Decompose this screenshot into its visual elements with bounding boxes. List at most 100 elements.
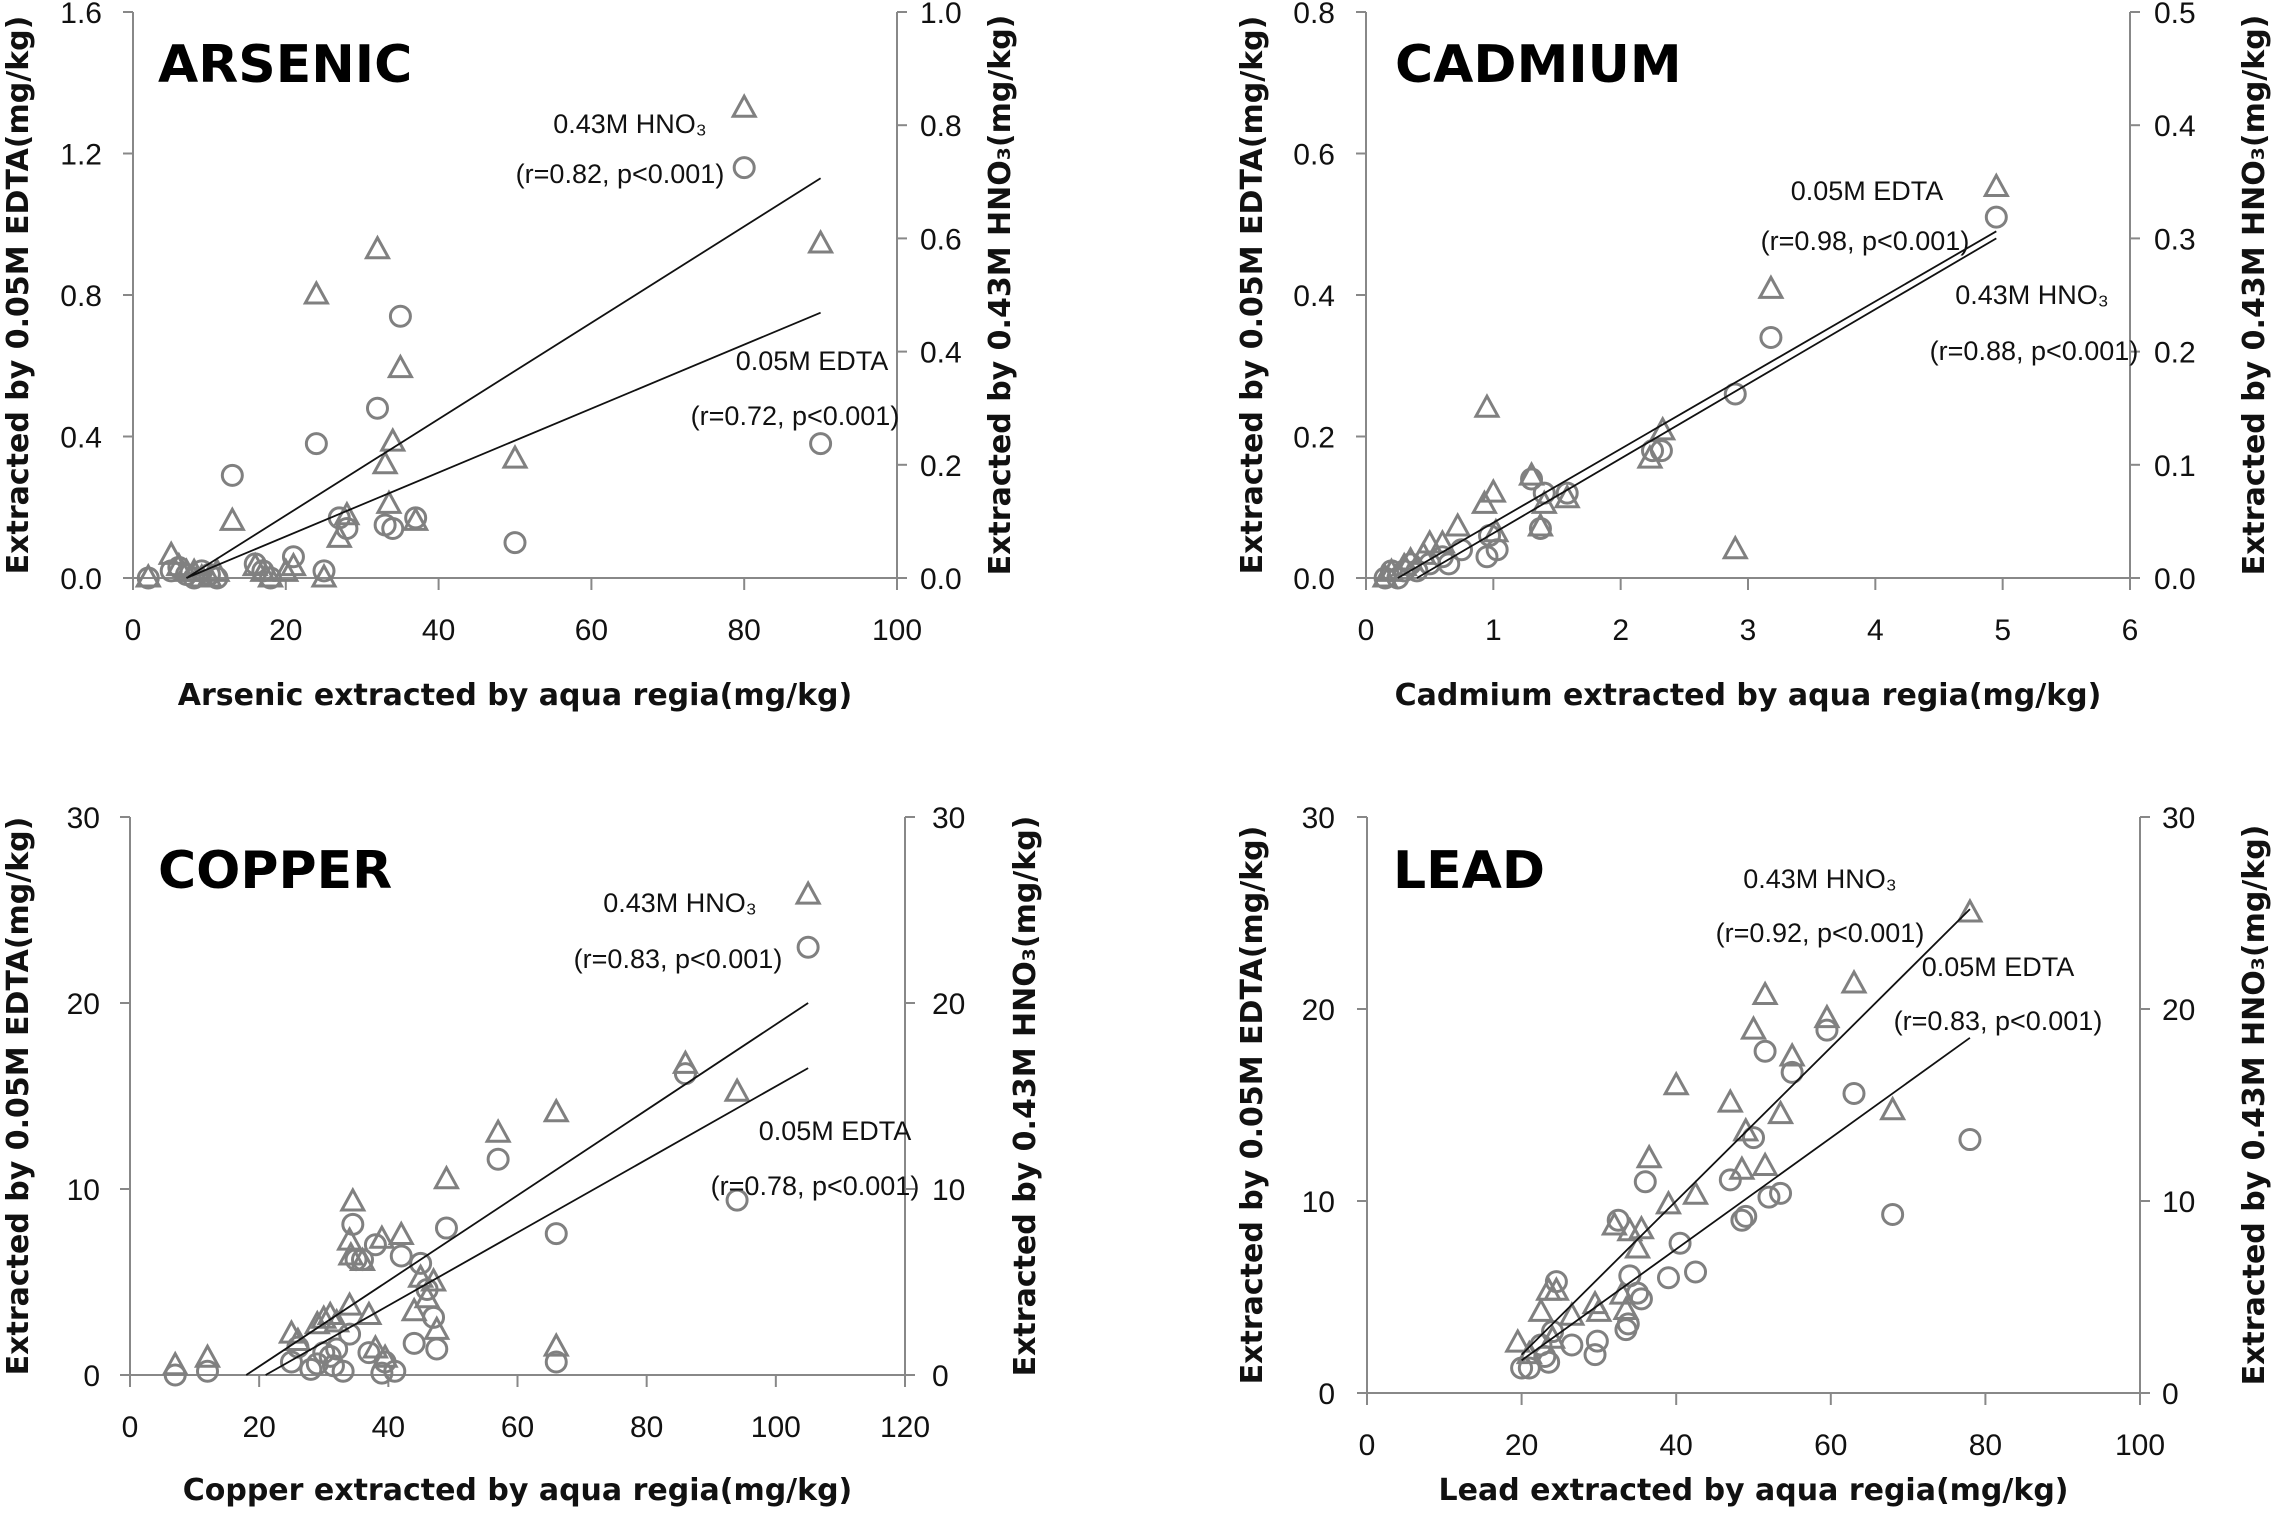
data-point-circle bbox=[544, 1350, 568, 1374]
data-point-triangle bbox=[1635, 1143, 1663, 1169]
data-point-circle bbox=[796, 935, 820, 959]
data-point-triangle bbox=[1527, 1297, 1555, 1322]
x-tick-label: 0 bbox=[1359, 1429, 1376, 1462]
y-tick-label-left: 30 bbox=[1302, 802, 1335, 835]
regression-line bbox=[265, 1067, 809, 1376]
x-tick-label: 0 bbox=[122, 1411, 139, 1444]
data-point-triangle bbox=[484, 1118, 512, 1143]
y-tick-label-left: 0.6 bbox=[1293, 139, 1335, 172]
data-point-triangle bbox=[407, 1263, 435, 1288]
data-point-circle bbox=[1633, 1170, 1657, 1194]
data-point-circle bbox=[503, 531, 527, 555]
data-point-triangle bbox=[323, 1307, 351, 1333]
data-point-triangle bbox=[423, 1315, 451, 1340]
data-point-triangle bbox=[1662, 1070, 1690, 1096]
panel-title: COPPER bbox=[158, 841, 392, 901]
data-point-triangle bbox=[1542, 1276, 1570, 1301]
data-point-triangle bbox=[1778, 1041, 1806, 1067]
y-tick-label-left: 0.8 bbox=[60, 280, 102, 313]
data-point-circle bbox=[1759, 325, 1783, 349]
x-tick-label: 60 bbox=[501, 1411, 534, 1444]
data-point-triangle bbox=[1716, 1087, 1744, 1113]
y-tick-label-right: 1.0 bbox=[920, 0, 962, 30]
data-point-triangle bbox=[134, 562, 162, 588]
x-tick-label: 2 bbox=[1612, 614, 1629, 647]
fit-statistic: (r=0.78, p<0.001) bbox=[711, 1171, 920, 1201]
data-point-circle bbox=[1656, 1266, 1680, 1290]
x-axis-title: Cadmium extracted by aqua regia(mg/kg) bbox=[1395, 678, 2102, 713]
data-point-circle bbox=[434, 1216, 458, 1240]
data-point-triangle bbox=[1813, 1003, 1841, 1029]
regression-line bbox=[245, 1002, 809, 1376]
y-tick-label-right: 0.1 bbox=[2154, 450, 2196, 483]
data-point-triangle bbox=[794, 880, 822, 905]
data-point-triangle bbox=[157, 540, 185, 565]
data-point-circle bbox=[1958, 1128, 1982, 1152]
data-point-circle bbox=[1757, 1185, 1781, 1209]
y-axis-title-right: Extracted by 0.43M HNO₃(mg/kg) bbox=[1008, 816, 1043, 1377]
data-point-circle bbox=[1881, 1202, 1905, 1226]
x-tick-label: 100 bbox=[872, 614, 922, 647]
data-point-triangle bbox=[1624, 1233, 1652, 1259]
data-point-circle bbox=[388, 304, 412, 328]
x-tick-label: 1 bbox=[1485, 614, 1502, 647]
data-point-triangle bbox=[1649, 415, 1677, 441]
panel-title: CADMIUM bbox=[1395, 35, 1682, 95]
y-tick-label-right: 0.3 bbox=[2154, 223, 2196, 256]
data-point-circle bbox=[365, 396, 389, 420]
data-point-triangle bbox=[203, 557, 231, 582]
y-tick-label-left: 0.4 bbox=[60, 422, 102, 455]
fit-label: 0.05M EDTA bbox=[759, 1116, 912, 1146]
data-point-triangle bbox=[1728, 1155, 1756, 1180]
data-point-triangle bbox=[1558, 1301, 1586, 1326]
data-point-circle bbox=[1723, 382, 1747, 406]
y-tick-label-left: 30 bbox=[67, 802, 100, 835]
data-point-circle bbox=[1585, 1329, 1609, 1353]
x-tick-label: 80 bbox=[1969, 1429, 2002, 1462]
fit-statistic: (r=0.83, p<0.001) bbox=[1894, 1006, 2103, 1036]
data-point-triangle bbox=[730, 93, 758, 118]
data-point-triangle bbox=[1479, 477, 1507, 503]
data-point-circle bbox=[809, 432, 833, 456]
data-point-circle bbox=[1753, 1039, 1777, 1063]
data-point-triangle bbox=[218, 506, 246, 531]
fit-label: 0.43M HNO₃ bbox=[553, 109, 707, 139]
data-point-circle bbox=[1616, 1312, 1640, 1336]
y-tick-label-right: 0.4 bbox=[2154, 110, 2196, 143]
data-point-circle bbox=[1583, 1343, 1607, 1367]
x-tick-label: 5 bbox=[1994, 614, 2011, 647]
x-tick-label: 3 bbox=[1740, 614, 1757, 647]
y-tick-label-right: 0.2 bbox=[2154, 337, 2196, 370]
y-tick-label-right: 20 bbox=[2162, 994, 2195, 1027]
data-point-triangle bbox=[325, 523, 353, 548]
y-tick-label-left: 1.6 bbox=[60, 0, 102, 30]
y-axis-title-right: Extracted by 0.43M HNO₃(mg/kg) bbox=[983, 15, 1018, 576]
y-tick-label-left: 10 bbox=[67, 1174, 100, 1207]
x-tick-label: 80 bbox=[728, 614, 761, 647]
y-tick-label-left: 1.2 bbox=[60, 139, 102, 172]
data-point-circle bbox=[1437, 552, 1461, 576]
data-point-triangle bbox=[1767, 1099, 1795, 1125]
data-point-triangle bbox=[1732, 1116, 1760, 1142]
y-tick-label-left: 0.0 bbox=[60, 563, 102, 596]
y-tick-label-left: 0.2 bbox=[1293, 422, 1335, 455]
y-tick-label-right: 0.2 bbox=[920, 450, 962, 483]
data-point-triangle bbox=[1553, 483, 1581, 509]
data-point-triangle bbox=[1627, 1214, 1655, 1240]
regression-line bbox=[1520, 908, 1971, 1356]
fit-label: 0.05M EDTA bbox=[1791, 176, 1944, 206]
y-tick-label-left: 0.0 bbox=[1293, 563, 1335, 596]
data-point-triangle bbox=[371, 1343, 399, 1368]
data-point-circle bbox=[1520, 467, 1544, 491]
data-point-circle bbox=[279, 1350, 303, 1374]
y-tick-label-right: 0.5 bbox=[2154, 0, 2196, 30]
y-tick-label-left: 0.4 bbox=[1293, 280, 1335, 313]
data-point-circle bbox=[363, 1233, 387, 1257]
data-point-triangle bbox=[336, 1291, 364, 1316]
data-point-circle bbox=[325, 1337, 349, 1361]
data-point-triangle bbox=[361, 1333, 389, 1359]
data-point-triangle bbox=[1517, 461, 1546, 486]
fit-statistic: (r=0.92, p<0.001) bbox=[1716, 918, 1925, 948]
fit-statistic: (r=0.98, p<0.001) bbox=[1761, 226, 1970, 256]
